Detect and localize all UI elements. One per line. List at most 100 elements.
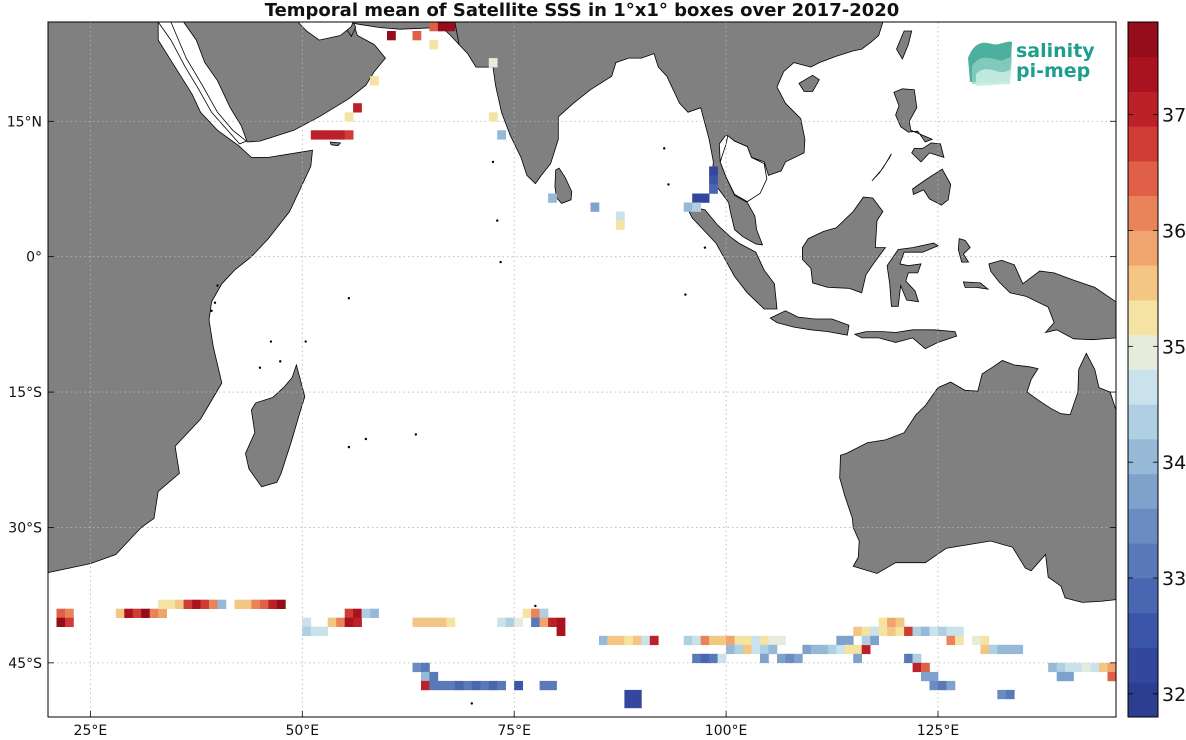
sss-cell <box>1048 662 1057 673</box>
sss-cell <box>1107 671 1117 682</box>
sulawesi-island <box>886 242 939 307</box>
map-frame <box>47 21 1117 718</box>
sss-cell <box>132 608 142 618</box>
sss-cell <box>514 680 523 691</box>
sss-cell <box>955 626 964 636</box>
sss-cell <box>310 626 320 636</box>
gulf-of-thailand-water <box>719 134 768 203</box>
sss-cell <box>166 599 176 609</box>
halmahera-island <box>957 238 971 263</box>
coastline-details <box>210 147 707 705</box>
sss-cell <box>429 680 439 691</box>
colorbar-segment <box>1128 230 1158 266</box>
sss-cell <box>1073 662 1083 673</box>
island-speck <box>667 183 670 186</box>
sss-cell <box>353 617 362 627</box>
sss-cell <box>819 644 829 655</box>
sss-cell <box>344 112 354 122</box>
sss-cell <box>734 644 744 655</box>
colorbar-tick-label: 32 <box>1162 684 1186 706</box>
sss-cell <box>971 635 981 646</box>
sss-cell <box>556 626 566 636</box>
x-tick-label: 125°E <box>917 723 960 739</box>
sss-cell <box>319 626 328 636</box>
sss-cell <box>887 626 896 636</box>
sss-cell <box>548 680 557 691</box>
sss-cell <box>539 617 549 627</box>
sss-cell <box>709 635 718 646</box>
sss-cell <box>1065 662 1074 673</box>
india-landmass <box>454 21 884 246</box>
sss-cell <box>997 644 1007 655</box>
sss-cell <box>709 184 718 194</box>
sss-cell <box>955 635 964 646</box>
sss-cell <box>421 617 430 627</box>
colorbar-tick-label: 37 <box>1162 105 1186 127</box>
sss-cell <box>590 202 600 212</box>
sss-cell <box>302 626 312 636</box>
sss-cell <box>760 644 769 655</box>
colorbar-segment <box>1128 369 1158 405</box>
sss-cell <box>683 635 693 646</box>
colorbar-tick-label: 34 <box>1162 452 1186 474</box>
sss-cell <box>768 644 778 655</box>
sss-cell <box>988 644 998 655</box>
sss-cell <box>1090 662 1100 673</box>
sss-cell <box>437 680 447 691</box>
sss-cell <box>548 617 557 627</box>
sss-cell <box>327 130 337 140</box>
sss-cell <box>522 608 532 618</box>
sss-cell <box>429 22 439 32</box>
sss-cell <box>921 671 930 682</box>
sss-cell <box>649 635 659 646</box>
sss-cell <box>548 193 557 203</box>
island-speck <box>216 284 219 287</box>
salinity-pi-mep-logo <box>968 41 1012 86</box>
sss-cell <box>607 635 617 646</box>
sss-cell <box>726 635 735 646</box>
island-speck <box>347 296 351 300</box>
sss-cell <box>158 608 167 618</box>
sss-cell <box>997 689 1007 700</box>
colorbar-segment <box>1128 265 1158 301</box>
colorbar-segment <box>1128 334 1158 370</box>
sss-cell <box>895 617 905 627</box>
sss-cell <box>743 635 752 646</box>
sss-cell <box>175 599 184 609</box>
sss-cell <box>1082 662 1091 673</box>
sss-cell <box>268 599 278 609</box>
madagascar-island <box>245 363 306 488</box>
y-axis-ticks: 15°N 0° 15°S 30°S 45°S <box>7 114 1116 672</box>
sss-cell <box>726 644 735 655</box>
luzon-island <box>893 88 934 143</box>
sss-cell <box>183 599 193 609</box>
hainan-island <box>798 74 820 92</box>
sss-cell <box>683 202 693 212</box>
sss-cell <box>929 626 939 636</box>
island-speck <box>491 160 495 164</box>
sss-cell <box>429 671 439 682</box>
sss-cell <box>938 680 947 691</box>
sss-cell <box>421 671 430 682</box>
colorbar-segment <box>1128 682 1158 718</box>
sss-cell <box>412 617 422 627</box>
sss-cell <box>870 635 879 646</box>
persian-gulf-water <box>285 21 354 41</box>
sss-cell <box>446 617 456 627</box>
sss-cell <box>632 689 642 700</box>
island-speck <box>364 437 368 441</box>
colorbar-segment <box>1128 473 1158 509</box>
sss-cell <box>624 635 634 646</box>
sss-cell <box>912 653 922 664</box>
sss-cell <box>700 193 710 203</box>
sss-cell <box>810 644 820 655</box>
sss-cell <box>65 608 74 618</box>
sss-cell <box>692 193 701 203</box>
sss-cell <box>336 617 345 627</box>
colorbar-segment <box>1128 126 1158 162</box>
sss-cell <box>353 608 362 618</box>
sss-cell <box>709 175 718 185</box>
sss-cell <box>497 130 506 140</box>
sss-cell <box>141 608 150 618</box>
sss-cell <box>921 662 930 673</box>
